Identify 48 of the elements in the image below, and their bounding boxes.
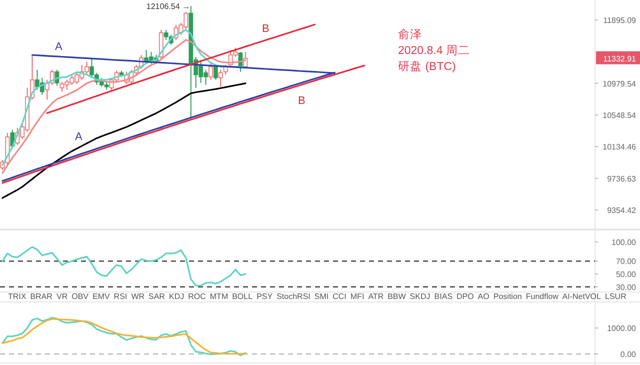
- text: Position: [493, 292, 522, 301]
- text: OBV: [72, 292, 90, 301]
- text: SKDJ: [410, 292, 430, 301]
- text: ATR: [368, 292, 384, 301]
- text: WR: [131, 292, 145, 301]
- y-tick-label: 100.00: [612, 238, 637, 247]
- text: AO: [478, 292, 490, 301]
- text: RSI: [114, 292, 128, 301]
- text: PSY: [256, 292, 274, 301]
- text: TRIX: [8, 292, 27, 301]
- text: 11332.91: [603, 54, 637, 64]
- annotation: B: [298, 95, 306, 107]
- text: BRAR: [30, 292, 53, 301]
- y-tick-label: 9354.42: [607, 206, 637, 215]
- y-tick-label: 9736.63: [607, 174, 637, 184]
- text: StochRSI: [276, 292, 310, 301]
- text: EMV: [92, 292, 110, 301]
- text: AI-NetVOL: [562, 292, 602, 301]
- y-tick-label: 10134.46: [602, 142, 637, 152]
- text: KDJ: [169, 292, 184, 301]
- y-tick-label: 10548.54: [602, 110, 637, 120]
- text: SMI: [314, 292, 329, 301]
- text: BOLL: [232, 292, 254, 301]
- y-tick-label: 0.00: [620, 350, 637, 360]
- annotation: B: [262, 23, 270, 35]
- y-tick-label: 50.00: [616, 270, 637, 279]
- annotation: 12106.54 →: [146, 2, 190, 12]
- y-tick-label: 1000.00: [607, 324, 637, 334]
- annotation: A: [55, 41, 63, 53]
- text: BBW: [388, 292, 406, 301]
- y-tick-label: 11895.09: [603, 16, 637, 26]
- text: DPO: [456, 292, 474, 301]
- text: MFI: [350, 292, 364, 301]
- y-tick-label: 70.00: [616, 257, 637, 266]
- y-tick-label: 10979.54: [602, 79, 637, 88]
- text: Fundflow: [526, 292, 559, 301]
- text: SAR: [148, 292, 166, 301]
- annotation: 研盘 (BTC): [398, 60, 456, 73]
- text: MTM: [210, 292, 228, 301]
- annotation: A: [75, 131, 83, 143]
- annotation: 俞泽: [398, 28, 422, 41]
- text: VR: [56, 292, 68, 301]
- text: ROC: [188, 292, 206, 301]
- annotation: 2020.8.4 周二: [398, 44, 470, 57]
- text: CCI: [332, 292, 346, 301]
- text: BIAS: [434, 292, 453, 301]
- y-tick-label: 30.00: [616, 282, 637, 292]
- text: LSUR: [605, 292, 627, 301]
